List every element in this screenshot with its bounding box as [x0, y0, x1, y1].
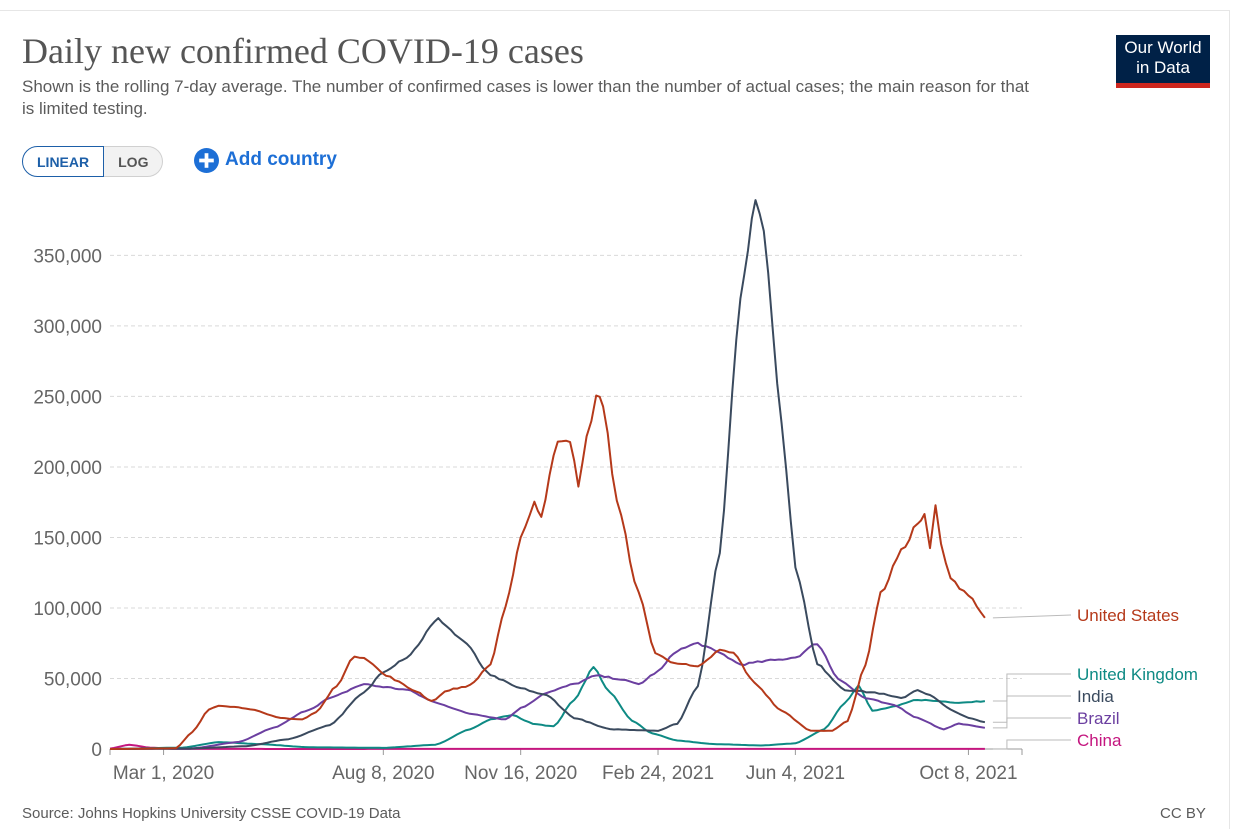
x-tick-label: Mar 1, 2020 — [113, 763, 214, 784]
y-tick-label: 100,000 — [33, 599, 102, 620]
scale-toggle: LINEAR LOG — [22, 146, 164, 177]
log-scale-button[interactable]: LOG — [104, 146, 164, 177]
series-line-united-kingdom — [110, 666, 986, 750]
chart-subtitle: Shown is the rolling 7-day average. The … — [22, 77, 1030, 118]
series-label-china: China — [1077, 731, 1122, 750]
y-tick-label: 150,000 — [33, 528, 102, 549]
y-tick-label: 200,000 — [33, 458, 102, 479]
series-label-united-states: United States — [1077, 606, 1179, 625]
add-country-button[interactable]: Add country — [194, 147, 337, 173]
linear-scale-button[interactable]: LINEAR — [22, 146, 105, 177]
series-label-united-kingdom: United Kingdom — [1077, 665, 1198, 684]
label-connector-china — [992, 739, 1071, 750]
x-tick-label: Oct 8, 2021 — [919, 763, 1017, 784]
y-tick-label: 350,000 — [33, 246, 102, 267]
owid-logo[interactable]: Our World in Data — [1116, 35, 1210, 88]
y-tick-label: 300,000 — [33, 317, 102, 338]
logo-line-1: Our World — [1124, 38, 1202, 57]
x-tick-label: Feb 24, 2021 — [602, 763, 714, 784]
source-note[interactable]: Source: Johns Hopkins University CSSE CO… — [22, 805, 401, 822]
y-tick-label: 250,000 — [33, 387, 102, 408]
series-line-china — [109, 743, 985, 750]
label-connector-united-states — [992, 614, 1072, 619]
label-connector-brazil — [992, 717, 1071, 729]
label-connector-united-kingdom — [992, 673, 1071, 702]
series-line-united-states — [110, 394, 986, 750]
x-tick-label: Nov 16, 2020 — [464, 763, 577, 784]
series-label-india: India — [1077, 687, 1114, 706]
y-tick-label: 50,000 — [44, 669, 102, 690]
chart-frame — [0, 10, 1230, 829]
logo-line-2: in Data — [1136, 58, 1190, 77]
x-tick-label: Jun 4, 2021 — [746, 763, 845, 784]
series-label-brazil: Brazil — [1077, 709, 1120, 728]
x-tick-label: Aug 8, 2020 — [332, 763, 434, 784]
page-title: Daily new confirmed COVID-19 cases — [22, 31, 584, 71]
series-line-india — [110, 199, 986, 750]
y-tick-label: 0 — [91, 740, 102, 761]
series-line-brazil — [110, 641, 986, 750]
plus-circle-icon — [194, 147, 219, 173]
license-label[interactable]: CC BY — [1160, 805, 1206, 822]
add-country-label: Add country — [225, 149, 337, 170]
label-connector-india — [992, 695, 1071, 723]
